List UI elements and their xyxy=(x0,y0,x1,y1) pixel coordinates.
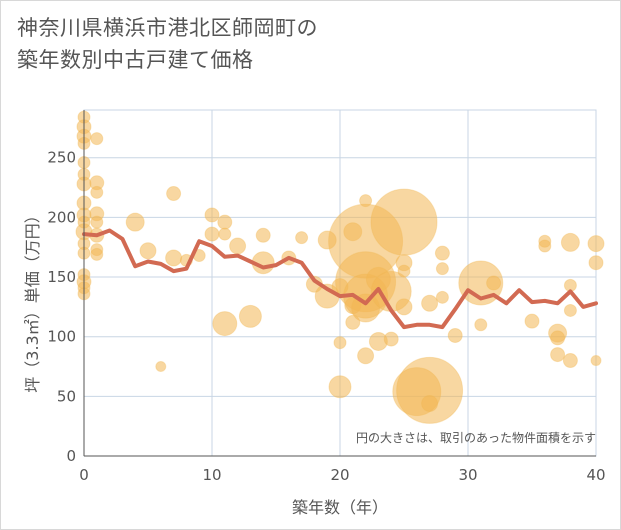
x-tick-label-1: 10 xyxy=(202,466,221,484)
bubble-70 xyxy=(434,245,450,261)
bubble-75 xyxy=(474,318,488,332)
chart-title: 神奈川県横浜市港北区師岡町の 築年数別中古戸建て価格 xyxy=(17,12,318,76)
bubble-39 xyxy=(255,227,271,243)
bubble-85 xyxy=(563,303,577,317)
bubble-21 xyxy=(90,215,104,229)
bubble-71 xyxy=(435,262,449,276)
bubble-82 xyxy=(550,347,566,363)
chart-title-line1: 神奈川県横浜市港北区師岡町の xyxy=(17,16,318,40)
bubble-72 xyxy=(435,290,449,304)
bubble-32 xyxy=(204,207,220,223)
bubble-29 xyxy=(165,249,183,267)
bubble-76 xyxy=(486,275,502,291)
bubble-88 xyxy=(588,255,604,271)
y-tick-label-3: 150 xyxy=(47,268,76,286)
line-layer xyxy=(82,228,598,330)
average-price-line xyxy=(82,228,598,330)
bubble-73 xyxy=(447,327,463,343)
bubble-83 xyxy=(560,232,580,252)
bubble-24 xyxy=(90,247,104,261)
y-axis-title: 坪（3.3㎡）単価（万円） xyxy=(23,207,42,392)
y-tick-label-0: 0 xyxy=(66,447,76,465)
bubble-28 xyxy=(166,186,182,202)
bubble-47 xyxy=(333,336,347,350)
x-tick-label-3: 30 xyxy=(458,466,477,484)
bubble-38 xyxy=(238,304,262,328)
bubble-65 xyxy=(395,298,413,316)
bubble-36 xyxy=(212,311,238,337)
x-tick-label-0: 0 xyxy=(79,466,89,484)
bubble-37 xyxy=(229,237,247,255)
x-tick-label-4: 40 xyxy=(586,466,605,484)
bubble-48 xyxy=(328,375,352,399)
bubble-62 xyxy=(370,188,438,256)
y-tick-label-2: 100 xyxy=(47,328,76,346)
bubble-51 xyxy=(345,314,361,330)
tick-labels: 0 10 20 30 40 0 50 100 150 200 250 xyxy=(47,149,605,484)
bubble-68 xyxy=(421,395,439,413)
bubble-17 xyxy=(90,132,104,146)
bubble-77 xyxy=(524,313,540,329)
bubble-26 xyxy=(139,242,157,260)
bubble-69 xyxy=(421,294,439,312)
bubble-64 xyxy=(397,264,411,278)
y-tick-label-5: 250 xyxy=(47,149,76,167)
bubble-67 xyxy=(396,356,464,424)
y-tick-label-1: 50 xyxy=(57,387,76,405)
bubble-79 xyxy=(538,239,552,253)
bubble-27 xyxy=(155,361,167,373)
bubble-57 xyxy=(357,347,375,365)
bubble-61 xyxy=(383,331,399,347)
bubble-42 xyxy=(295,231,309,245)
size-note: 円の大きさは、取引のあった物件面積を示す xyxy=(356,430,596,445)
bubble-34 xyxy=(217,214,233,230)
bubble-35 xyxy=(218,227,232,241)
x-axis-title: 築年数（年） xyxy=(292,498,388,517)
axes xyxy=(83,110,596,457)
bubble-33 xyxy=(204,226,220,242)
bubble-86 xyxy=(562,353,578,369)
bubble-19 xyxy=(90,185,104,199)
bubble-87 xyxy=(587,235,605,253)
x-tick-label-2: 20 xyxy=(330,466,349,484)
y-tick-label-4: 200 xyxy=(47,208,76,226)
bubble-81 xyxy=(550,330,566,346)
chart-title-line2: 築年数別中古戸建て価格 xyxy=(17,48,254,72)
bubble-25 xyxy=(125,212,145,232)
bubble-89 xyxy=(590,355,602,367)
